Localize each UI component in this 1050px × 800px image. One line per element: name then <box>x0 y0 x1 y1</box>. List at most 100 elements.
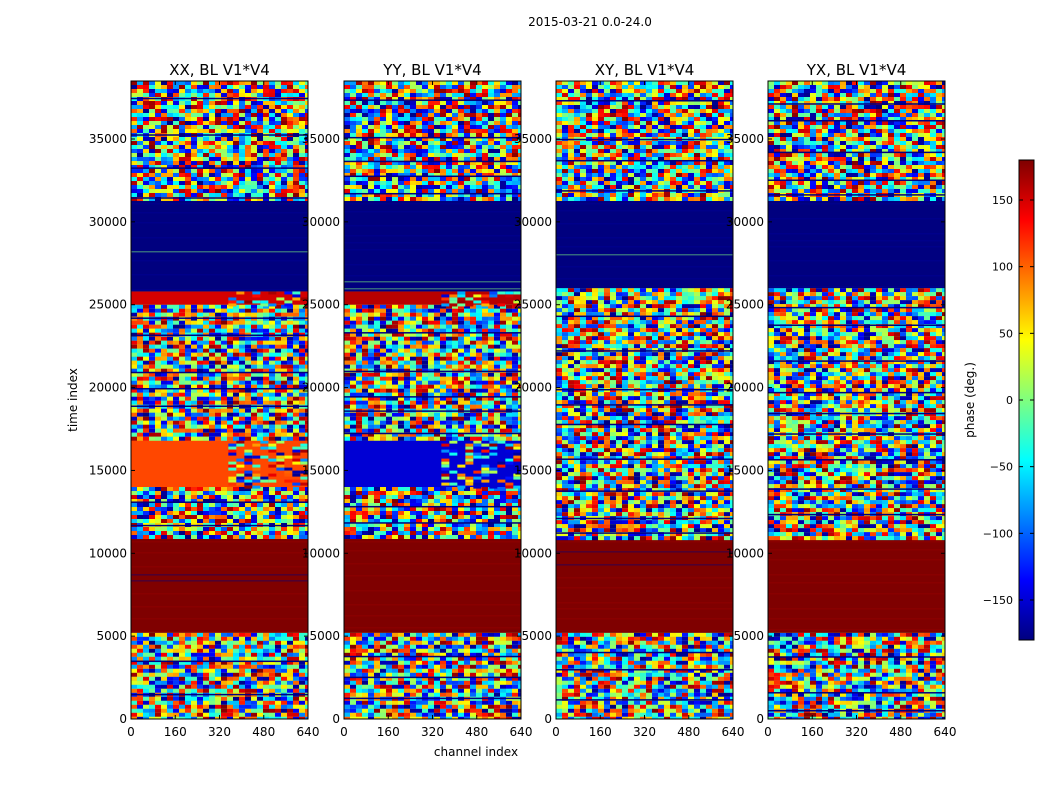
y-tick-label: 25000 <box>514 298 552 312</box>
phase-region-constant <box>344 200 521 292</box>
y-tick-label: 5000 <box>733 629 764 643</box>
x-tick-label: 0 <box>127 725 135 739</box>
panels: XX, BL V1*V4 0 160 320 480 640 0 5000 10000 15000… <box>89 61 957 739</box>
y-tick-label: 0 <box>119 712 127 726</box>
panel-title: YY, BL V1*V4 <box>382 61 481 79</box>
colorbar: −150 −100 −50 0 50 100 150 <box>983 159 1035 641</box>
x-tick-label: 0 <box>340 725 348 739</box>
x-tick-label: 480 <box>465 725 488 739</box>
y-tick-label: 35000 <box>89 132 127 146</box>
heatmap-image <box>768 81 945 719</box>
y-tick-label: 25000 <box>89 298 127 312</box>
x-tick-label: 160 <box>801 725 824 739</box>
heatmap-image <box>556 81 733 719</box>
phase-region-noise <box>131 81 308 201</box>
y-tick-label: 30000 <box>726 215 764 229</box>
x-tick-label: 0 <box>552 725 560 739</box>
y-tick-label: 35000 <box>514 132 552 146</box>
y-tick-label: 25000 <box>302 298 340 312</box>
phase-region-noise <box>131 487 308 539</box>
y-tick-label: 20000 <box>726 381 764 395</box>
panel-3: XY, BL V1*V4 0 160 320 480 640 0 5000 10000 15000… <box>514 61 745 739</box>
phase-region-constant <box>344 538 521 633</box>
phase-region-constant <box>768 538 945 633</box>
y-tick-label: 0 <box>332 712 340 726</box>
y-tick-label: 5000 <box>309 629 340 643</box>
phase-region-constant <box>556 200 733 289</box>
y-tick-label: 10000 <box>514 546 552 560</box>
y-tick-label: 10000 <box>89 546 127 560</box>
panel-title: XX, BL V1*V4 <box>169 61 270 79</box>
panel-1: XX, BL V1*V4 0 160 320 480 640 0 5000 10000 15000… <box>89 61 320 739</box>
phase-region-coherent <box>131 291 308 307</box>
x-tick-label: 640 <box>297 725 320 739</box>
phase-region-noise <box>131 304 308 441</box>
phase-region-noise <box>344 81 521 201</box>
y-tick-label: 30000 <box>514 215 552 229</box>
phase-region-noise <box>131 632 308 719</box>
phase-region-coherent <box>131 440 308 489</box>
x-tick-label: 160 <box>589 725 612 739</box>
x-tick-label: 160 <box>377 725 400 739</box>
y-tick-label: 15000 <box>514 463 552 477</box>
panel-title: XY, BL V1*V4 <box>595 61 695 79</box>
colorbar-label: phase (deg.) <box>963 362 977 438</box>
x-tick-label: 640 <box>934 725 957 739</box>
phase-region-noise <box>344 487 521 539</box>
x-axis-label: channel index <box>434 745 518 759</box>
y-tick-label: 10000 <box>726 546 764 560</box>
y-tick-label: 20000 <box>89 381 127 395</box>
x-tick-label: 640 <box>510 725 533 739</box>
phase-region-noise <box>556 632 733 719</box>
x-tick-label: 480 <box>252 725 275 739</box>
colorbar-tick-label: −150 <box>983 594 1013 607</box>
x-tick-label: 320 <box>421 725 444 739</box>
colorbar-tick-label: −50 <box>990 461 1013 474</box>
colorbar-tick-label: 100 <box>992 261 1013 274</box>
y-tick-label: 20000 <box>302 381 340 395</box>
phase-region-constant <box>556 538 733 633</box>
y-tick-label: 20000 <box>514 381 552 395</box>
phase-region-noise <box>556 81 733 201</box>
y-tick-label: 15000 <box>89 463 127 477</box>
x-tick-label: 0 <box>764 725 772 739</box>
y-tick-label: 35000 <box>302 132 340 146</box>
phase-region-coherent <box>344 440 521 489</box>
x-tick-label: 320 <box>633 725 656 739</box>
phase-region-constant <box>131 538 308 633</box>
x-tick-label: 160 <box>164 725 187 739</box>
y-tick-label: 0 <box>756 712 764 726</box>
phase-region-noise <box>768 288 945 541</box>
panel-4: YX, BL V1*V4 0 160 320 480 640 0 5000 10000 15000… <box>726 61 957 739</box>
x-tick-label: 640 <box>722 725 745 739</box>
y-tick-label: 5000 <box>521 629 552 643</box>
phase-region-noise <box>344 304 521 441</box>
phase-region-noise <box>344 632 521 719</box>
y-tick-label: 10000 <box>302 546 340 560</box>
y-tick-label: 15000 <box>302 463 340 477</box>
y-tick-label: 0 <box>544 712 552 726</box>
x-tick-label: 320 <box>845 725 868 739</box>
x-tick-label: 320 <box>208 725 231 739</box>
y-axis-label: time index <box>66 368 80 432</box>
y-tick-label: 30000 <box>302 215 340 229</box>
heatmap-image <box>131 81 308 719</box>
colorbar-tick-label: 150 <box>992 194 1013 207</box>
phase-region-constant <box>768 200 945 289</box>
y-tick-label: 30000 <box>89 215 127 229</box>
phase-region-constant <box>131 200 308 292</box>
phase-region-coherent <box>344 291 521 307</box>
y-tick-label: 15000 <box>726 463 764 477</box>
heatmap-image <box>344 81 521 719</box>
x-tick-label: 480 <box>677 725 700 739</box>
phase-region-noise <box>768 632 945 719</box>
y-tick-label: 25000 <box>726 298 764 312</box>
figure-title: 2015-03-21 0.0-24.0 <box>528 15 652 29</box>
colorbar-tick-label: 0 <box>1006 394 1013 407</box>
phase-region-noise <box>768 81 945 201</box>
colorbar-tick-label: −100 <box>983 527 1013 540</box>
colorbar-tick-label: 50 <box>999 327 1013 340</box>
y-tick-label: 35000 <box>726 132 764 146</box>
y-tick-label: 5000 <box>96 629 127 643</box>
